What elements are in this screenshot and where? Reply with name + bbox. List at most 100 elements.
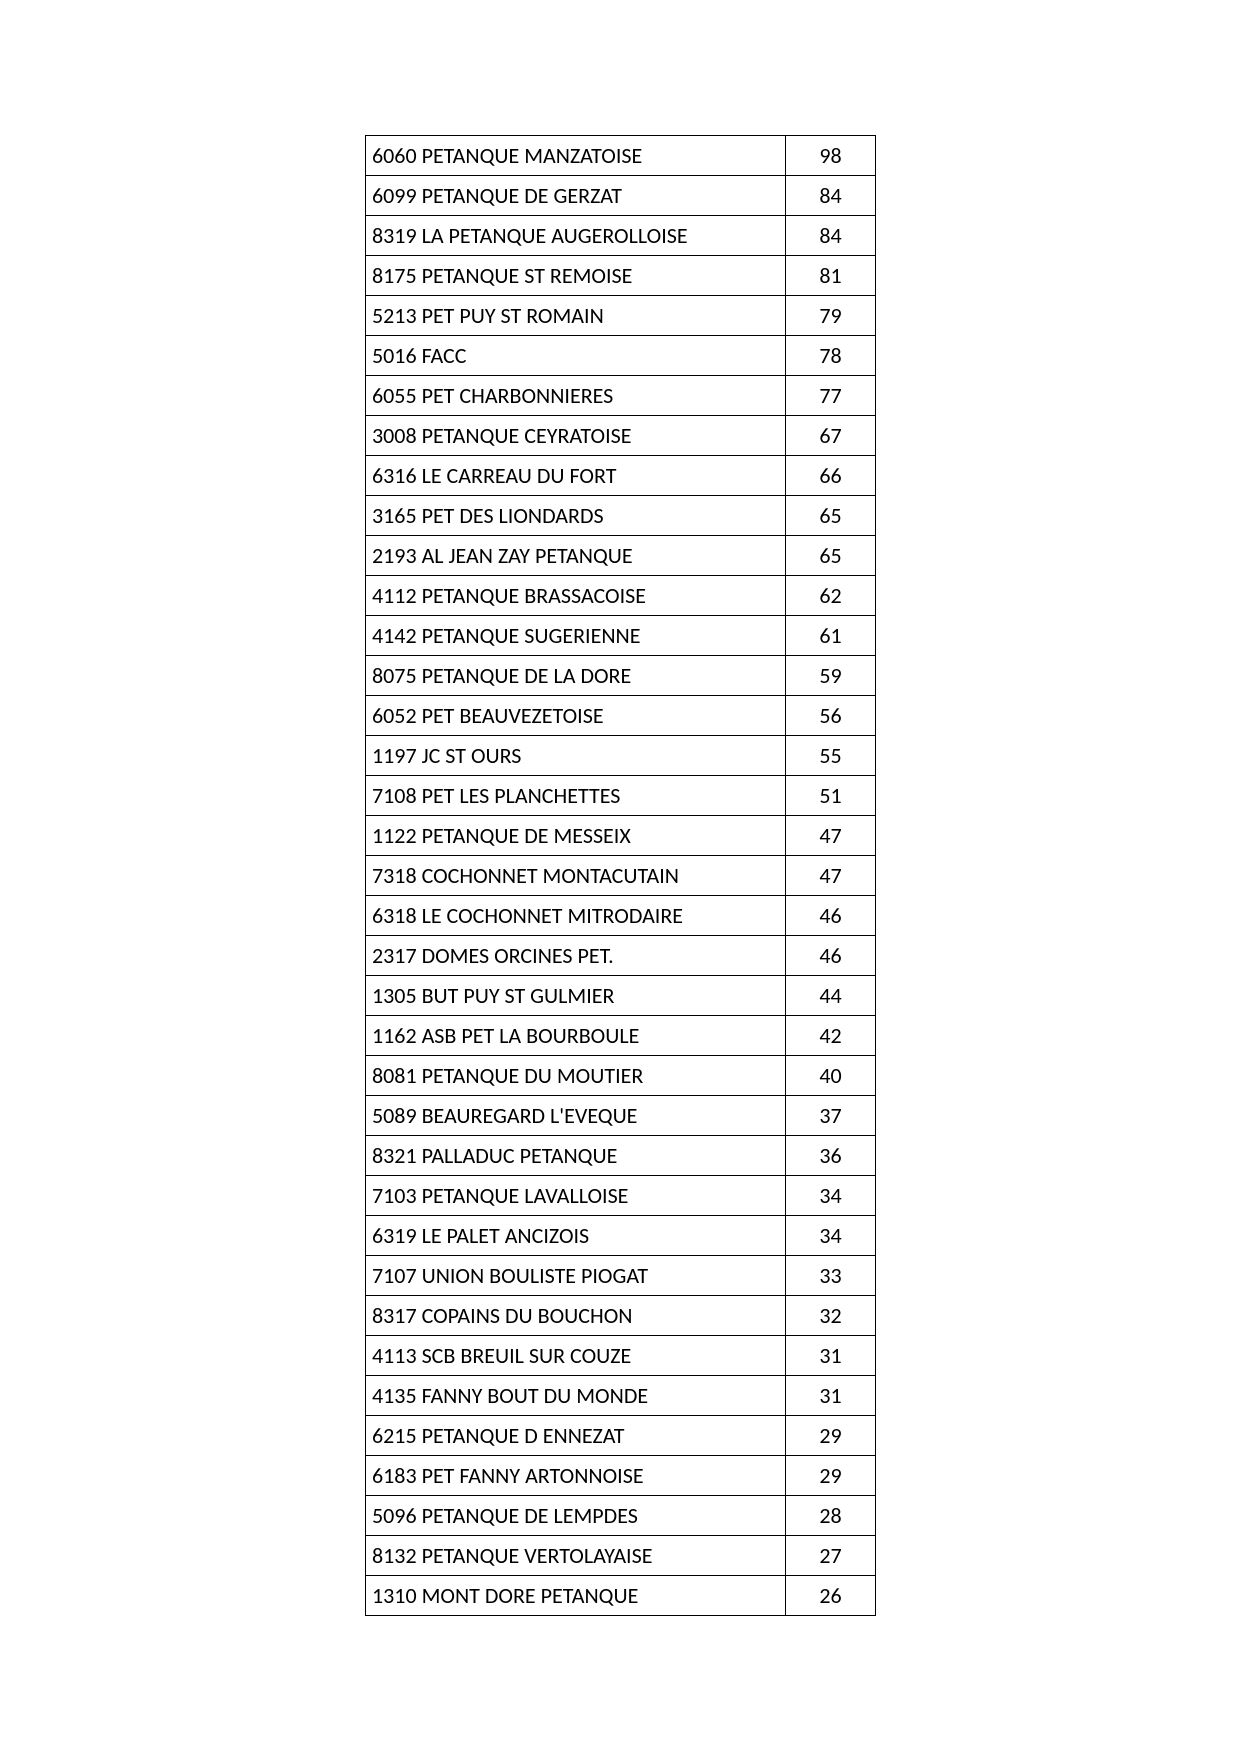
table-row: 6319 LE PALET ANCIZOIS34 <box>366 1216 876 1256</box>
club-name-cell: 2193 AL JEAN ZAY PETANQUE <box>366 536 786 576</box>
club-name-cell: 4113 SCB BREUIL SUR COUZE <box>366 1336 786 1376</box>
club-name-cell: 8081 PETANQUE DU MOUTIER <box>366 1056 786 1096</box>
value-cell: 31 <box>786 1336 876 1376</box>
value-cell: 84 <box>786 176 876 216</box>
value-cell: 28 <box>786 1496 876 1536</box>
club-name-cell: 8319 LA PETANQUE AUGEROLLOISE <box>366 216 786 256</box>
table-row: 2317 DOMES ORCINES PET.46 <box>366 936 876 976</box>
table-row: 7108 PET LES PLANCHETTES51 <box>366 776 876 816</box>
table-row: 6055 PET CHARBONNIERES77 <box>366 376 876 416</box>
club-name-cell: 8175 PETANQUE ST REMOISE <box>366 256 786 296</box>
club-name-cell: 6099 PETANQUE DE GERZAT <box>366 176 786 216</box>
club-name-cell: 2317 DOMES ORCINES PET. <box>366 936 786 976</box>
club-name-cell: 8317 COPAINS DU BOUCHON <box>366 1296 786 1336</box>
table-row: 8317 COPAINS DU BOUCHON32 <box>366 1296 876 1336</box>
club-name-cell: 1162 ASB PET LA BOURBOULE <box>366 1016 786 1056</box>
value-cell: 26 <box>786 1576 876 1616</box>
club-name-cell: 1310 MONT DORE PETANQUE <box>366 1576 786 1616</box>
club-name-cell: 8075 PETANQUE DE LA DORE <box>366 656 786 696</box>
value-cell: 37 <box>786 1096 876 1136</box>
table-row: 6052 PET BEAUVEZETOISE56 <box>366 696 876 736</box>
value-cell: 51 <box>786 776 876 816</box>
value-cell: 66 <box>786 456 876 496</box>
table-row: 1122 PETANQUE DE MESSEIX47 <box>366 816 876 856</box>
club-name-cell: 6316 LE CARREAU DU FORT <box>366 456 786 496</box>
club-name-cell: 3165 PET DES LIONDARDS <box>366 496 786 536</box>
value-cell: 55 <box>786 736 876 776</box>
value-cell: 62 <box>786 576 876 616</box>
value-cell: 98 <box>786 136 876 176</box>
table-row: 3008 PETANQUE CEYRATOISE67 <box>366 416 876 456</box>
table-row: 8175 PETANQUE ST REMOISE81 <box>366 256 876 296</box>
value-cell: 61 <box>786 616 876 656</box>
club-name-cell: 5089 BEAUREGARD L'EVEQUE <box>366 1096 786 1136</box>
club-name-cell: 4112 PETANQUE BRASSACOISE <box>366 576 786 616</box>
club-name-cell: 4135 FANNY BOUT DU MONDE <box>366 1376 786 1416</box>
club-name-cell: 6055 PET CHARBONNIERES <box>366 376 786 416</box>
table-row: 3165 PET DES LIONDARDS65 <box>366 496 876 536</box>
table-row: 6099 PETANQUE DE GERZAT84 <box>366 176 876 216</box>
table-row: 5089 BEAUREGARD L'EVEQUE37 <box>366 1096 876 1136</box>
table-row: 6318 LE COCHONNET MITRODAIRE46 <box>366 896 876 936</box>
table-row: 8319 LA PETANQUE AUGEROLLOISE84 <box>366 216 876 256</box>
value-cell: 84 <box>786 216 876 256</box>
value-cell: 47 <box>786 816 876 856</box>
club-name-cell: 5213 PET PUY ST ROMAIN <box>366 296 786 336</box>
table-body: 6060 PETANQUE MANZATOISE986099 PETANQUE … <box>366 136 876 1616</box>
club-name-cell: 8132 PETANQUE VERTOLAYAISE <box>366 1536 786 1576</box>
value-cell: 78 <box>786 336 876 376</box>
table-row: 5213 PET PUY ST ROMAIN79 <box>366 296 876 336</box>
club-name-cell: 7107 UNION BOULISTE PIOGAT <box>366 1256 786 1296</box>
value-cell: 32 <box>786 1296 876 1336</box>
club-name-cell: 6319 LE PALET ANCIZOIS <box>366 1216 786 1256</box>
value-cell: 29 <box>786 1456 876 1496</box>
table-row: 6316 LE CARREAU DU FORT66 <box>366 456 876 496</box>
table-row: 5096 PETANQUE DE LEMPDES28 <box>366 1496 876 1536</box>
table-row: 5016 FACC78 <box>366 336 876 376</box>
value-cell: 65 <box>786 536 876 576</box>
value-cell: 34 <box>786 1176 876 1216</box>
value-cell: 46 <box>786 936 876 976</box>
value-cell: 47 <box>786 856 876 896</box>
club-name-cell: 7108 PET LES PLANCHETTES <box>366 776 786 816</box>
table-row: 8075 PETANQUE DE LA DORE59 <box>366 656 876 696</box>
club-name-cell: 6060 PETANQUE MANZATOISE <box>366 136 786 176</box>
club-name-cell: 1197 JC ST OURS <box>366 736 786 776</box>
table-row: 1162 ASB PET LA BOURBOULE42 <box>366 1016 876 1056</box>
value-cell: 81 <box>786 256 876 296</box>
table-row: 4113 SCB BREUIL SUR COUZE31 <box>366 1336 876 1376</box>
club-name-cell: 3008 PETANQUE CEYRATOISE <box>366 416 786 456</box>
table-row: 7318 COCHONNET MONTACUTAIN47 <box>366 856 876 896</box>
value-cell: 42 <box>786 1016 876 1056</box>
value-cell: 56 <box>786 696 876 736</box>
club-name-cell: 6215 PETANQUE D ENNEZAT <box>366 1416 786 1456</box>
club-name-cell: 1305 BUT PUY ST GULMIER <box>366 976 786 1016</box>
club-name-cell: 6318 LE COCHONNET MITRODAIRE <box>366 896 786 936</box>
value-cell: 36 <box>786 1136 876 1176</box>
club-name-cell: 7318 COCHONNET MONTACUTAIN <box>366 856 786 896</box>
table-row: 2193 AL JEAN ZAY PETANQUE65 <box>366 536 876 576</box>
club-name-cell: 6183 PET FANNY ARTONNOISE <box>366 1456 786 1496</box>
club-name-cell: 8321 PALLADUC PETANQUE <box>366 1136 786 1176</box>
club-name-cell: 4142 PETANQUE SUGERIENNE <box>366 616 786 656</box>
table-row: 6183 PET FANNY ARTONNOISE29 <box>366 1456 876 1496</box>
table-row: 1305 BUT PUY ST GULMIER44 <box>366 976 876 1016</box>
value-cell: 31 <box>786 1376 876 1416</box>
value-cell: 29 <box>786 1416 876 1456</box>
table-row: 4135 FANNY BOUT DU MONDE31 <box>366 1376 876 1416</box>
table-row: 7103 PETANQUE LAVALLOISE34 <box>366 1176 876 1216</box>
club-name-cell: 1122 PETANQUE DE MESSEIX <box>366 816 786 856</box>
table-row: 7107 UNION BOULISTE PIOGAT33 <box>366 1256 876 1296</box>
data-table: 6060 PETANQUE MANZATOISE986099 PETANQUE … <box>365 135 876 1616</box>
table-row: 4142 PETANQUE SUGERIENNE61 <box>366 616 876 656</box>
table-row: 8081 PETANQUE DU MOUTIER40 <box>366 1056 876 1096</box>
club-name-cell: 5016 FACC <box>366 336 786 376</box>
table-row: 4112 PETANQUE BRASSACOISE62 <box>366 576 876 616</box>
value-cell: 59 <box>786 656 876 696</box>
value-cell: 65 <box>786 496 876 536</box>
value-cell: 77 <box>786 376 876 416</box>
table-row: 8132 PETANQUE VERTOLAYAISE27 <box>366 1536 876 1576</box>
club-name-cell: 6052 PET BEAUVEZETOISE <box>366 696 786 736</box>
value-cell: 40 <box>786 1056 876 1096</box>
table-row: 8321 PALLADUC PETANQUE36 <box>366 1136 876 1176</box>
